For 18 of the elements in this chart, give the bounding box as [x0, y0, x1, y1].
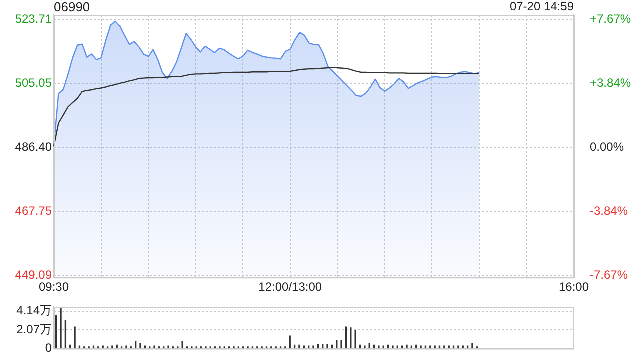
y-tick-label: 523.71	[15, 12, 52, 26]
x-tick-label: 16:00	[558, 280, 590, 294]
y-tick-label: 2.07万	[16, 322, 52, 336]
text: 07-20 14:59	[510, 0, 574, 14]
y-tick-label: 4.14万	[16, 304, 52, 318]
y2-tick-label: +3.84%	[590, 76, 632, 90]
x-tick-label: 12:00/13:00	[258, 280, 322, 294]
y-tick-label: 467.75	[15, 204, 52, 218]
y-tick-label: 0	[45, 341, 52, 356]
x-tick-label: 09:30	[38, 280, 70, 294]
y-tick-label: 449.09	[15, 268, 52, 282]
y2-tick-label: +7.67%	[590, 12, 632, 26]
chart-title: 06990	[54, 0, 90, 14]
y2-tick-label: 0.00%	[590, 140, 624, 154]
y-tick-label: 486.40	[15, 140, 52, 154]
y2-tick-label: -7.67%	[590, 268, 628, 282]
y-tick-label: 505.05	[15, 76, 52, 90]
y2-tick-label: -3.84%	[590, 204, 628, 218]
